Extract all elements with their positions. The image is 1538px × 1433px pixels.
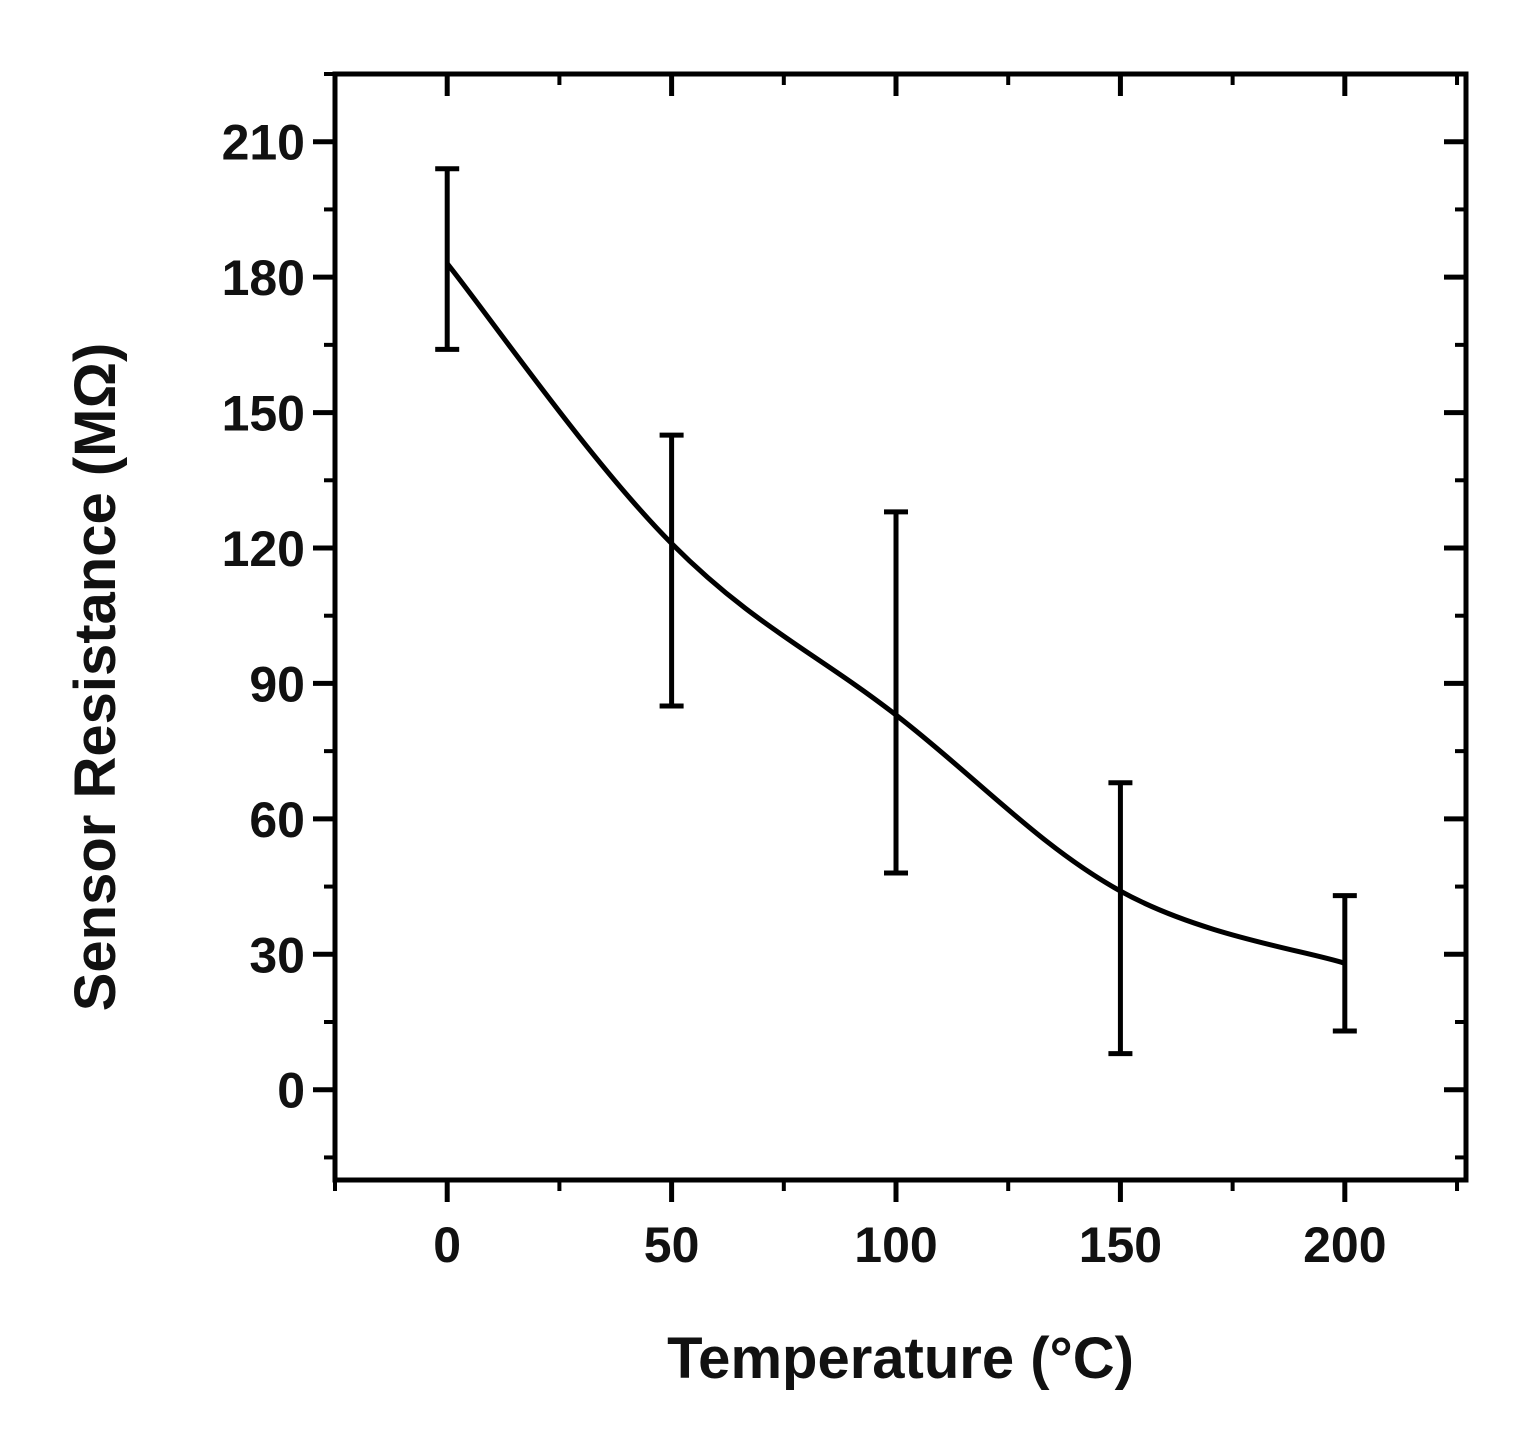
minor-ticks [324,72,1466,1191]
x-tick-label: 150 [1079,1217,1162,1273]
y-tick-label: 30 [249,927,305,983]
y-tick-label: 60 [249,792,305,848]
plot-frame [332,71,1469,1183]
y-tick-label: 210 [222,115,305,171]
y-tick-label: 180 [222,250,305,306]
y-tick-label: 90 [249,656,305,712]
x-tick-label: 50 [644,1217,700,1273]
y-tick-label: 150 [222,386,305,442]
error-bars [435,166,1357,1057]
error-bar [659,432,684,709]
y-tick-label: 0 [277,1063,305,1119]
x-axis-title: Temperature (°C) [667,1326,1134,1391]
error-bar [884,509,909,876]
plot-area: 0 50 100 150 200 0 30 60 90 120 150 180 210 [222,71,1469,1273]
x-tick-label: 200 [1303,1217,1386,1273]
y-axis-ticks: 0 30 60 90 120 150 180 210 [222,115,1466,1119]
error-bar [1108,780,1133,1057]
y-axis-title: Sensor Resistance (MΩ) [63,343,128,1012]
x-tick-label: 100 [854,1217,937,1273]
y-tick-label: 120 [222,521,305,577]
series-line [445,262,1346,966]
error-bar [435,166,460,352]
x-axis-ticks: 0 50 100 150 200 [433,74,1387,1273]
x-tick-label: 0 [433,1217,461,1273]
